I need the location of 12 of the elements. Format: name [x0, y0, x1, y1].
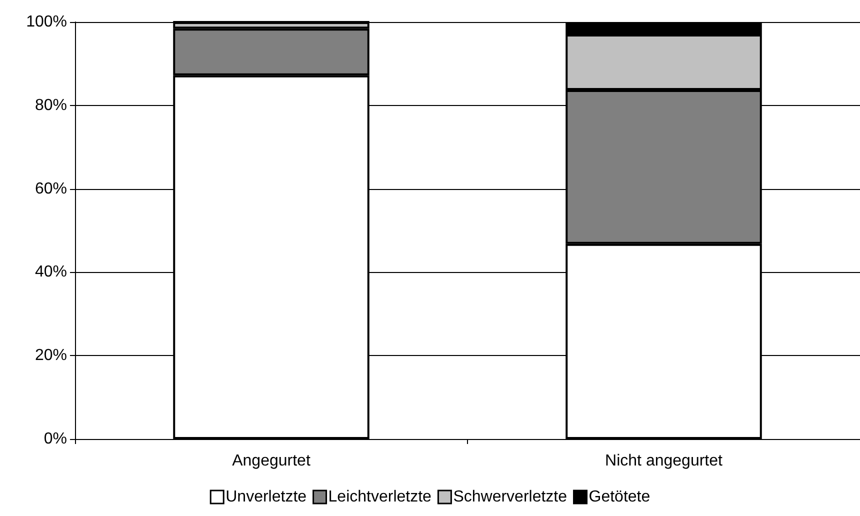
y-tick-label: 0%	[44, 430, 67, 448]
y-tick-label: 20%	[34, 347, 67, 364]
y-tick-label: 60%	[34, 180, 67, 198]
y-tick-label: 80%	[34, 96, 67, 114]
y-tick-label: 100%	[26, 14, 67, 30]
x-tick-label: Nicht angegurtet	[605, 452, 724, 470]
legend-label: Unverletzte	[226, 488, 307, 506]
legend-label: Schwerverletzte	[453, 488, 568, 506]
y-tick-label: 40%	[34, 264, 67, 281]
x-tick-label: Angegurtet	[232, 452, 311, 470]
legend-label: Getötete	[588, 488, 650, 506]
legend-label: Leichtverletzte	[328, 488, 432, 506]
